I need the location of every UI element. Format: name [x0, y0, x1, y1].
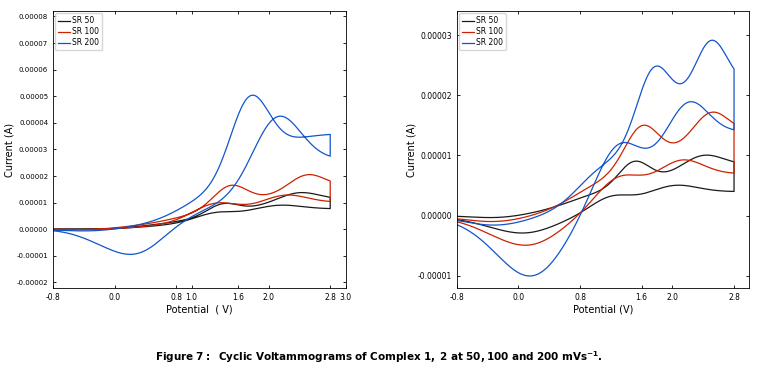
SR 200 [273, 124, 282, 128]
SR 200 [452, 218, 461, 223]
SR 100 [48, 227, 58, 232]
SR 100 [564, 222, 573, 226]
SR 200 [574, 216, 583, 221]
SR 100 [452, 217, 461, 221]
SR 100 [222, 201, 231, 205]
SR 200 [677, 82, 686, 86]
SR 50 [221, 210, 230, 214]
SR 200 [625, 141, 634, 146]
SR 50 [48, 227, 58, 231]
SR 50 [517, 231, 526, 235]
SR 100 [170, 218, 179, 223]
SR 100 [273, 189, 282, 193]
SR 200 [222, 193, 231, 197]
SR 50 [677, 163, 686, 168]
SR 100 [625, 173, 634, 177]
SR 100 [709, 110, 718, 114]
SR 200 [525, 274, 534, 278]
SR 50 [564, 217, 573, 221]
Line: SR 200: SR 200 [456, 40, 734, 276]
SR 100 [574, 213, 583, 217]
SR 50 [294, 190, 303, 195]
Line: SR 100: SR 100 [53, 175, 330, 230]
SR 200 [248, 93, 257, 97]
SR 50 [273, 196, 282, 201]
SR 100 [677, 138, 686, 142]
SR 100 [76, 227, 86, 232]
Line: SR 100: SR 100 [456, 112, 734, 245]
SR 200 [452, 223, 461, 227]
SR 50 [574, 211, 583, 216]
SR 200 [126, 252, 135, 256]
SR 50 [702, 153, 712, 157]
SR 100 [305, 172, 314, 177]
SR 50 [298, 190, 307, 195]
SR 50 [170, 221, 179, 225]
SR 200 [696, 50, 706, 54]
SR 100 [521, 243, 530, 248]
SR 100 [293, 176, 302, 180]
X-axis label: Potential (V): Potential (V) [573, 304, 634, 314]
SR 100 [452, 220, 461, 224]
SR 50 [106, 226, 115, 231]
SR 50 [452, 214, 461, 218]
SR 50 [160, 223, 169, 227]
SR 200 [708, 38, 717, 42]
SR 50 [48, 227, 58, 231]
SR 100 [105, 226, 114, 231]
SR 50 [452, 217, 461, 222]
Line: SR 50: SR 50 [53, 193, 330, 230]
Legend: SR 50, SR 100, SR 200: SR 50, SR 100, SR 200 [55, 13, 102, 50]
SR 200 [564, 235, 573, 240]
SR 200 [160, 234, 170, 239]
SR 200 [48, 228, 58, 233]
SR 50 [696, 154, 706, 158]
SR 100 [696, 116, 706, 121]
Legend: SR 50, SR 100, SR 200: SR 50, SR 100, SR 200 [459, 13, 506, 50]
SR 200 [170, 226, 179, 231]
Y-axis label: Current (A): Current (A) [407, 123, 416, 176]
SR 50 [625, 193, 634, 197]
Y-axis label: Current (A): Current (A) [5, 123, 15, 176]
SR 200 [294, 135, 303, 139]
SR 50 [77, 227, 86, 232]
SR 100 [509, 217, 518, 222]
SR 200 [48, 228, 58, 232]
SR 100 [160, 221, 170, 225]
SR 200 [105, 227, 114, 232]
SR 50 [509, 214, 518, 218]
Line: SR 50: SR 50 [456, 155, 734, 233]
X-axis label: Potential  ( V): Potential ( V) [166, 304, 232, 314]
Text: $\bf{Figure\ 7:\ \ Cyclic\ Voltammograms\ of\ Complex\ 1,\ 2\ at\ 50,100\ and\ 2: $\bf{Figure\ 7:\ \ Cyclic\ Voltammograms… [154, 349, 603, 365]
Line: SR 200: SR 200 [53, 95, 330, 254]
SR 200 [509, 221, 518, 225]
SR 100 [48, 227, 58, 232]
